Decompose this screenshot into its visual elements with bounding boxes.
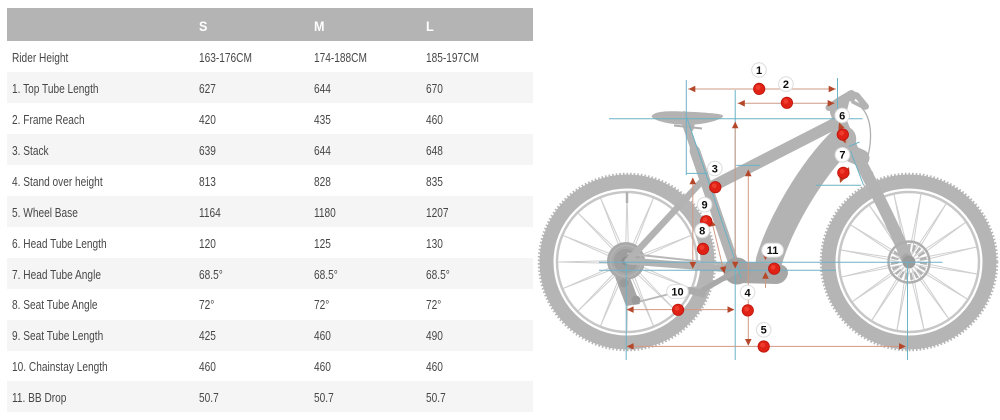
svg-text:4: 4 — [745, 287, 752, 299]
svg-text:8: 8 — [699, 225, 705, 237]
svg-text:6: 6 — [839, 110, 845, 122]
svg-text:3: 3 — [712, 163, 718, 175]
svg-text:2: 2 — [783, 79, 789, 91]
svg-text:1: 1 — [756, 65, 762, 77]
svg-text:9: 9 — [702, 200, 708, 212]
svg-text:7: 7 — [839, 150, 845, 162]
svg-text:11: 11 — [767, 245, 779, 257]
svg-text:10: 10 — [671, 286, 683, 298]
svg-text:5: 5 — [761, 325, 767, 337]
